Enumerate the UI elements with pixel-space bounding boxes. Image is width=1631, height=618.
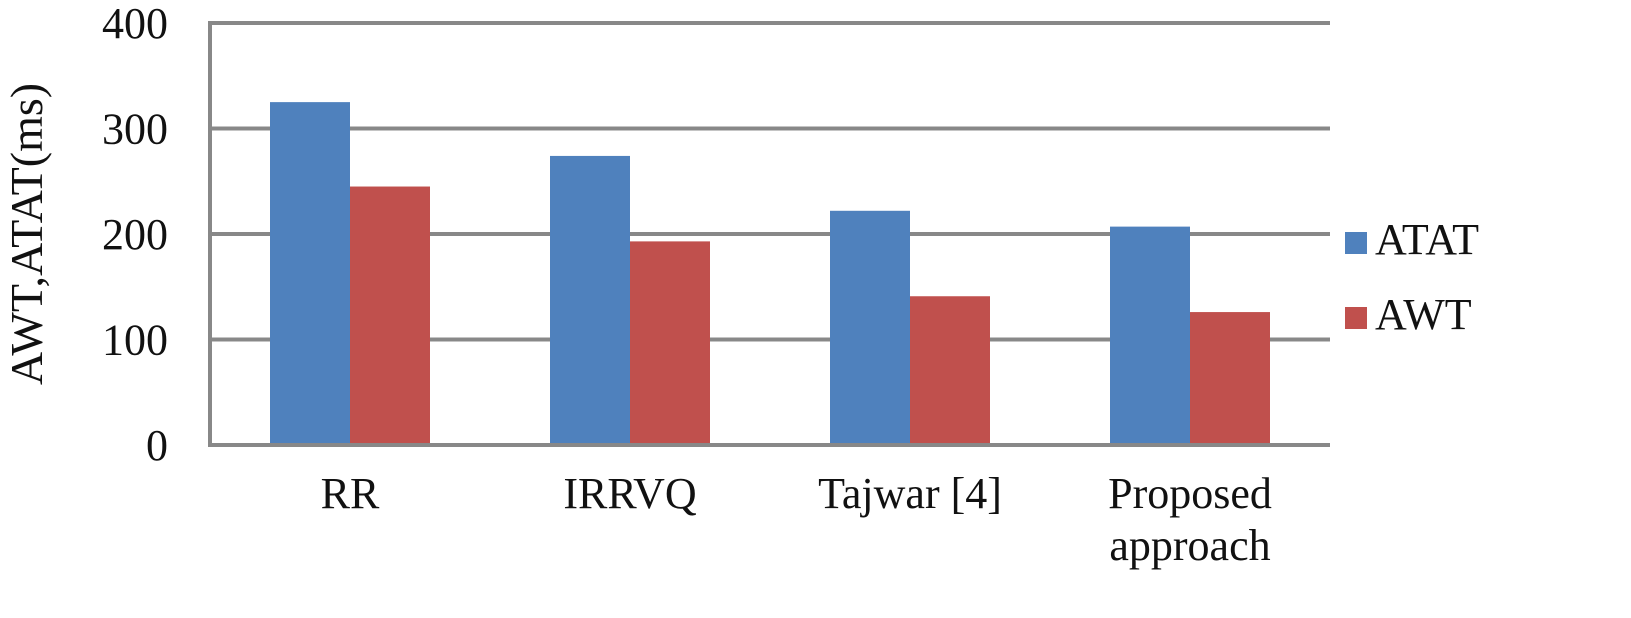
legend-label-awt: AWT [1375,290,1472,339]
axes [208,21,1330,447]
bar-atat [270,102,350,445]
x-tick-label: Proposed [1108,469,1272,518]
y-tick-label: 400 [102,0,168,48]
legend-swatch-atat [1345,232,1367,254]
bar-atat [1110,226,1190,445]
bar-atat [550,155,630,445]
bar-awt [910,296,990,445]
y-tick-label: 300 [102,105,168,154]
x-tick-label: RR [321,469,380,518]
legend: ATAT AWT [1345,215,1479,339]
y-axis-label: AWT,ATAT(ms) [1,83,52,385]
y-tick-labels: 0 100 200 300 400 [102,0,168,470]
x-tick-label: Tajwar [4] [818,469,1002,518]
legend-swatch-awt [1345,307,1367,329]
y-tick-label: 200 [102,210,168,259]
bar-awt [350,186,430,445]
bar-atat [830,210,910,445]
y-tick-label: 0 [146,421,168,470]
bar-awt [1190,312,1270,445]
x-tick-label: approach [1109,521,1270,570]
bars [270,102,1270,445]
legend-label-atat: ATAT [1375,215,1479,264]
bar-awt [630,241,710,445]
y-tick-label: 100 [102,316,168,365]
x-tick-label: IRRVQ [563,469,697,518]
